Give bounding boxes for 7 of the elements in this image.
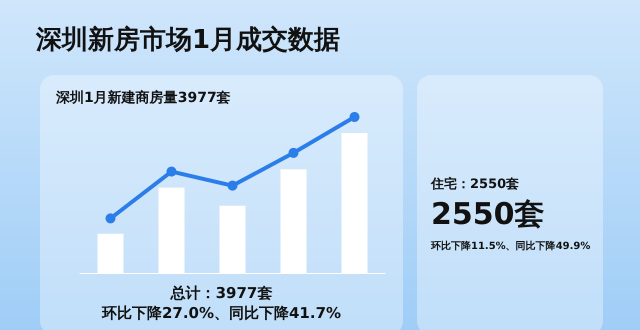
text: 环比下降27.0%、同比下降41.7% <box>100 303 342 323</box>
text: 住宅：2550套 <box>431 176 520 193</box>
text: 总计：3977套 <box>169 283 274 303</box>
text: 环比下降11.5%、同比下降49.9% <box>431 240 590 253</box>
text: 2550套 <box>431 196 546 234</box>
chart-title: 深圳新房市场1月成交数据 <box>36 24 340 57</box>
chart-subtitle: 深圳1月新建商房量3977套 <box>56 89 231 107</box>
